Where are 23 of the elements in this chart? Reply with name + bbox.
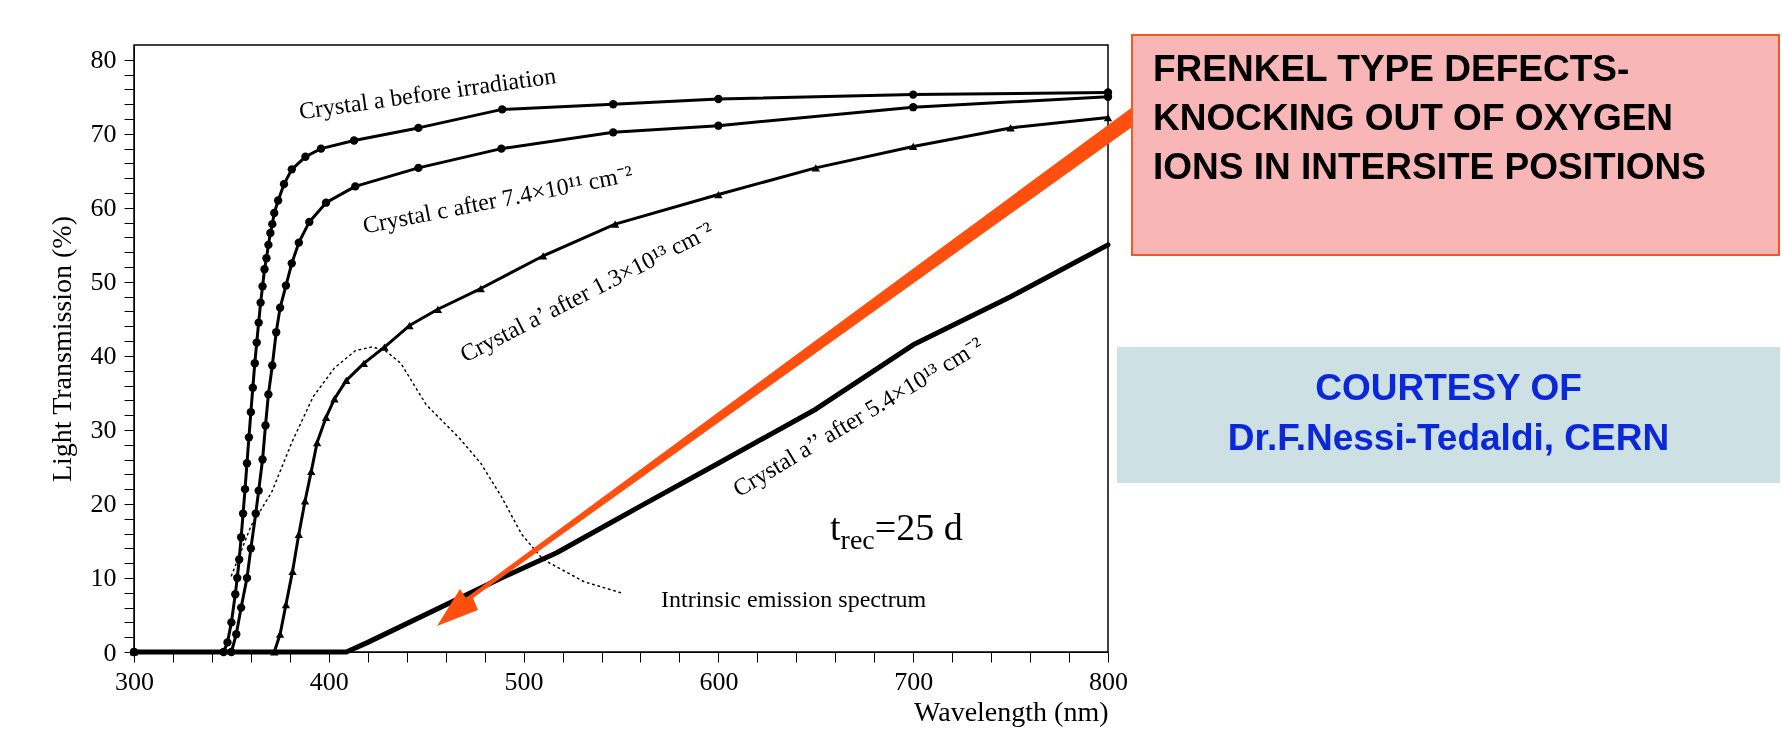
x-tick-label: 400	[309, 666, 349, 696]
series-label: Intrinsic emission spectrum	[661, 585, 927, 612]
y-tick-label: 40	[90, 341, 117, 371]
y-tick-label: 30	[90, 415, 117, 445]
y-tick-label: 70	[90, 119, 117, 149]
text: FRENKEL TYPE DEFECTS-KNOCKING OUT OF OXYGEN IONS IN INTERSITE POSITIONS	[1131, 34, 1780, 256]
x-tick-label: 300	[115, 666, 154, 696]
x-axis-title: Wavelength (nm)	[914, 695, 1109, 727]
y-tick-label: 50	[90, 267, 117, 297]
text: Crystal c after 7.4×10¹¹ cm⁻²	[360, 160, 635, 239]
x-tick-label: 800	[1089, 666, 1128, 696]
y-tick-label: 10	[90, 563, 117, 593]
y-tick-label: 0	[103, 637, 117, 667]
y-tick-label: 20	[90, 489, 117, 519]
annotation: t$_{rec}$=25 d	[830, 505, 963, 556]
x-tick-label: 600	[699, 666, 739, 696]
text: Crystal a before irradiation	[297, 62, 558, 125]
x-tick-label: 700	[894, 666, 934, 696]
y-tick-label: 80	[90, 45, 117, 75]
x-tick-label: 500	[504, 666, 544, 696]
y-tick-label: 60	[90, 193, 117, 223]
text: COURTESY OF Dr.F.Nessi-Tedaldi, CERN	[1117, 347, 1780, 483]
y-axis-title: Light Transmission (%)	[45, 215, 77, 483]
